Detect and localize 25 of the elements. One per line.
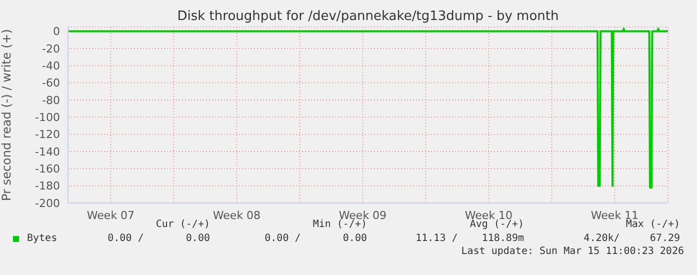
text: 0.00 / 0.00 <box>264 233 367 244</box>
y-tick-label: -140 <box>35 145 60 158</box>
text: 11.13 / 118.89m <box>416 233 524 244</box>
y-tick-label: -40 <box>42 60 60 73</box>
text: Last update: Sun Mar 15 11:00:23 2026 <box>461 246 684 257</box>
legend-label: Bytes <box>26 233 58 244</box>
y-axis-title: Pr second read (-) / write (+) <box>0 29 14 201</box>
text: 0.00 / 0.00 <box>108 233 210 244</box>
text: Cur (-/+) <box>156 219 210 230</box>
x-tick-label: Week 08 <box>212 208 261 222</box>
y-tick-label: -200 <box>35 196 60 210</box>
text: Max (-/+) <box>626 219 680 230</box>
y-tick-label: -80 <box>42 94 60 107</box>
x-tick-label: Week 07 <box>86 208 135 222</box>
text: Avg (-/+) <box>470 219 524 230</box>
y-tick-label: -180 <box>35 180 60 193</box>
y-tick-label: -100 <box>35 111 60 124</box>
text: 4.20k/ 67.29 <box>584 233 680 244</box>
y-tick-label: -20 <box>42 42 60 56</box>
y-tick-label: 0 <box>53 25 60 38</box>
chart-title: Disk throughput for /dev/pannekake/tg13dump - by month <box>176 9 560 24</box>
y-tick-label: -60 <box>42 76 60 90</box>
y-tick-label: -120 <box>35 128 60 142</box>
text: Min (-/+) <box>312 219 367 230</box>
y-tick-label: -160 <box>35 162 60 176</box>
